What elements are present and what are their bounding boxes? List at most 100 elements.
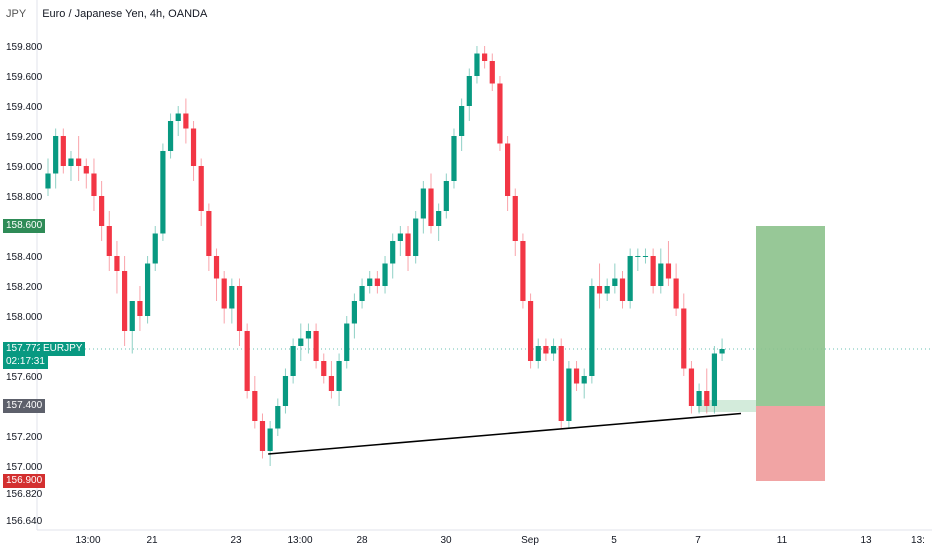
candle-body [305, 331, 312, 339]
stop-loss-zone [756, 406, 825, 481]
x-tick-label: 23 [230, 535, 242, 546]
candle-body [229, 286, 235, 309]
candle-body [619, 278, 626, 301]
y-tick-label: 157.000 [6, 462, 43, 473]
candle-body [466, 76, 472, 106]
candle-body [114, 256, 120, 271]
chart-header: JPY Euro / Japanese Yen, 4h, OANDA [6, 8, 207, 20]
candle-body [175, 113, 181, 121]
candle-body [259, 421, 266, 451]
x-tick-label: 13 [860, 535, 872, 546]
candle-body [275, 406, 281, 429]
candle-body [99, 196, 105, 226]
candle-body [236, 286, 243, 331]
candle-body [681, 308, 687, 369]
candle-body [482, 53, 488, 61]
candle-body [190, 128, 197, 166]
currency-label: JPY [6, 8, 27, 20]
candle-body [351, 301, 357, 324]
candle-body [596, 286, 603, 294]
candle-body [244, 331, 250, 391]
candle-body [635, 256, 641, 257]
y-tick-label: 158.400 [6, 252, 43, 263]
countdown-badge: 02:17:31 [3, 355, 48, 369]
y-tick-label: 157.600 [6, 372, 43, 383]
candle-body [497, 83, 503, 144]
candle-body [213, 256, 220, 279]
candle-body [91, 173, 97, 196]
candle-body [76, 158, 82, 166]
candle-body [443, 181, 449, 211]
candle-body [359, 286, 365, 301]
candle-body [558, 346, 564, 421]
candle-body [688, 368, 695, 406]
candle-body [152, 233, 158, 264]
candle-body [313, 331, 319, 361]
candle-body [566, 368, 572, 421]
candle-body [282, 376, 289, 406]
x-tick-label: 7 [695, 535, 701, 546]
candle-body [589, 286, 595, 376]
candle-body [612, 278, 618, 286]
y-tick-label: 159.800 [6, 42, 43, 53]
candle-body [451, 136, 457, 181]
candle-body [397, 233, 403, 241]
candle-body [535, 346, 541, 361]
profit-target-zone [756, 226, 825, 406]
candle-body [183, 113, 189, 129]
target-price-badge: 158.600 [3, 219, 46, 233]
x-tick-label: 21 [146, 535, 158, 546]
candle-body [328, 376, 335, 391]
candle-body [550, 346, 557, 354]
y-tick-label: 157.200 [6, 432, 43, 443]
x-tick-label: Sep [521, 535, 539, 546]
y-tick-label: 158.000 [6, 312, 43, 323]
candle-body [68, 158, 74, 166]
candle-body [137, 301, 143, 316]
candle-body [642, 256, 649, 257]
candle-body [474, 53, 480, 76]
candle-body [696, 391, 702, 406]
candle-body [144, 263, 151, 316]
candle-body [298, 338, 304, 346]
y-tick-label: 159.000 [6, 162, 43, 173]
candle-body [122, 271, 128, 331]
symbol-badge: EURJPY [40, 342, 86, 356]
candle-body [129, 301, 135, 331]
candle-body [367, 278, 373, 286]
candle-body [206, 211, 212, 256]
candle-body [374, 278, 380, 286]
y-tick-label: 159.200 [6, 132, 43, 143]
x-tick-label: 5 [611, 535, 617, 546]
candle-body [581, 376, 587, 384]
candle-body [60, 136, 66, 166]
candle-body [505, 143, 511, 196]
candle-body [336, 361, 342, 391]
y-tick-label: 159.400 [6, 102, 43, 113]
y-tick-label: 159.600 [6, 72, 43, 83]
candle-body [344, 323, 350, 361]
candle-body [658, 263, 664, 286]
candle-body [45, 173, 51, 189]
candle-body [267, 428, 273, 451]
candle-body [83, 166, 89, 174]
candle-body [53, 136, 59, 174]
candle-body [198, 166, 204, 211]
candle-body [543, 346, 549, 354]
x-tick-label: 13:00 [75, 535, 100, 546]
candle-body [711, 353, 718, 406]
y-tick-label: 156.820 [6, 489, 43, 500]
candle-body [405, 233, 411, 256]
candle-body [704, 391, 710, 406]
candle-body [527, 301, 534, 361]
candle-body [604, 286, 610, 294]
y-tick-label: 156.640 [6, 516, 43, 527]
chart-title[interactable]: Euro / Japanese Yen, 4h, OANDA [42, 8, 208, 20]
candle-body [719, 349, 725, 354]
candle-body [673, 278, 679, 309]
candle-body [160, 151, 166, 234]
y-tick-label: 158.200 [6, 282, 43, 293]
candle-body [573, 368, 580, 384]
candle-body [290, 346, 296, 376]
